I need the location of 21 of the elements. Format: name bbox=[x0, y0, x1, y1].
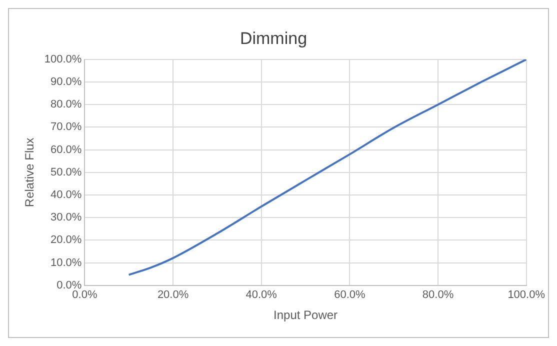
y-tick-label: 70.0% bbox=[50, 121, 82, 134]
x-tick-label: 20.0% bbox=[157, 289, 189, 302]
x-tick-label: 40.0% bbox=[246, 289, 278, 302]
y-tick-label: 30.0% bbox=[50, 212, 82, 224]
x-tick-label: 0.0% bbox=[72, 289, 98, 302]
line-series bbox=[128, 59, 526, 276]
y-tick-label: 0.0% bbox=[56, 279, 82, 292]
y-tick-label: 90.0% bbox=[50, 76, 82, 88]
x-axis-title: Input Power bbox=[274, 308, 338, 322]
y-axis-title: Relative Flux bbox=[22, 138, 37, 208]
x-tick-label: 60.0% bbox=[334, 289, 366, 302]
y-tick-label: 60.0% bbox=[50, 144, 82, 156]
x-tick-label: 100.0% bbox=[508, 289, 546, 302]
y-tick-label: 20.0% bbox=[50, 234, 82, 246]
y-tick-label: 50.0% bbox=[50, 166, 82, 178]
y-tick-label: 10.0% bbox=[50, 256, 82, 269]
y-tick-label: 40.0% bbox=[50, 189, 82, 202]
y-tick-label: 80.0% bbox=[50, 98, 82, 111]
x-tick-label: 80.0% bbox=[422, 289, 454, 302]
chart-title: Dimming bbox=[240, 28, 308, 48]
y-tick-label: 100.0% bbox=[44, 53, 82, 66]
